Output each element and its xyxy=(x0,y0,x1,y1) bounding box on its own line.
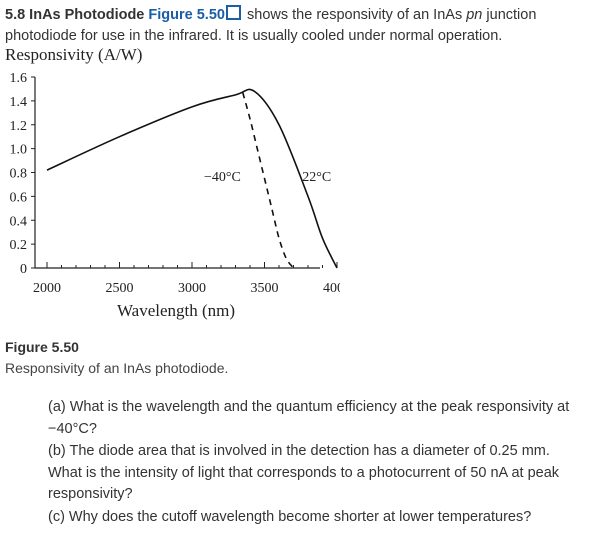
y-tick-label: 0.2 xyxy=(10,238,28,253)
problem-text-part1: shows the responsivity of an InAs xyxy=(247,7,463,23)
y-tick-label: 0 xyxy=(20,262,27,277)
y-tick-label: 0.8 xyxy=(10,167,28,182)
y-tick-label: 0.6 xyxy=(10,190,28,205)
y-tick-label: 0.4 xyxy=(10,214,28,229)
x-tick-label: 3000 xyxy=(178,281,206,296)
chart-series xyxy=(46,88,338,269)
problem-text-italic: pn xyxy=(466,7,483,23)
chart-axes xyxy=(34,77,320,269)
y-tick-label: 1.6 xyxy=(10,71,28,86)
question-c: (c) Why does the cutoff wavelength becom… xyxy=(48,508,532,525)
question-a: (a) What is the wavelength and the quant… xyxy=(48,399,570,437)
x-tick-label: 3500 xyxy=(251,281,279,296)
x-tick-label: 4000 xyxy=(323,281,340,296)
x-axis-ticks: 2000 2500 3000 3500 4000 xyxy=(33,262,340,296)
square-outline-icon[interactable] xyxy=(225,5,241,20)
problem-title: 5.8 InAs Photodiode xyxy=(5,7,145,23)
figure-label: Figure 5.50 xyxy=(5,339,79,355)
y-tick-label: 1.4 xyxy=(10,95,28,110)
x-tick-label: 2500 xyxy=(106,281,134,296)
questions-list: (a) What is the wavelength and the quant… xyxy=(48,397,578,529)
y-tick-label: 1.0 xyxy=(10,143,28,158)
chart-annotations: −40°C 22°C xyxy=(204,170,331,185)
x-axis-label: Wavelength (nm) xyxy=(117,301,235,320)
y-tick-label: 1.2 xyxy=(10,119,28,134)
y-axis-ticks: 0 0.2 0.4 0.6 0.8 1.0 1.2 1.4 1.6 xyxy=(10,71,35,277)
series-line-minus40c xyxy=(241,92,295,269)
responsivity-chart: Responsivity (A/W) 0 0.2 0.4 0.6 0.8 1.0 1.2 1.… xyxy=(5,45,340,320)
problem-statement: 5.8 InAs Photodiode Figure 5.50 shows th… xyxy=(5,5,585,47)
figure-caption: Responsivity of an InAs photodiode. xyxy=(5,360,229,376)
series-line-22c xyxy=(46,88,338,269)
chart-title: Responsivity (A/W) xyxy=(5,45,142,64)
annotation-label: −40°C xyxy=(204,170,241,185)
question-b: (b) The diode area that is involved in t… xyxy=(48,443,560,502)
annotation-label: 22°C xyxy=(302,170,331,185)
figure-link[interactable]: Figure 5.50 xyxy=(148,7,225,23)
x-tick-label: 2000 xyxy=(33,281,61,296)
problem-text-part2: junction photodiode for use in the infra… xyxy=(5,7,537,44)
